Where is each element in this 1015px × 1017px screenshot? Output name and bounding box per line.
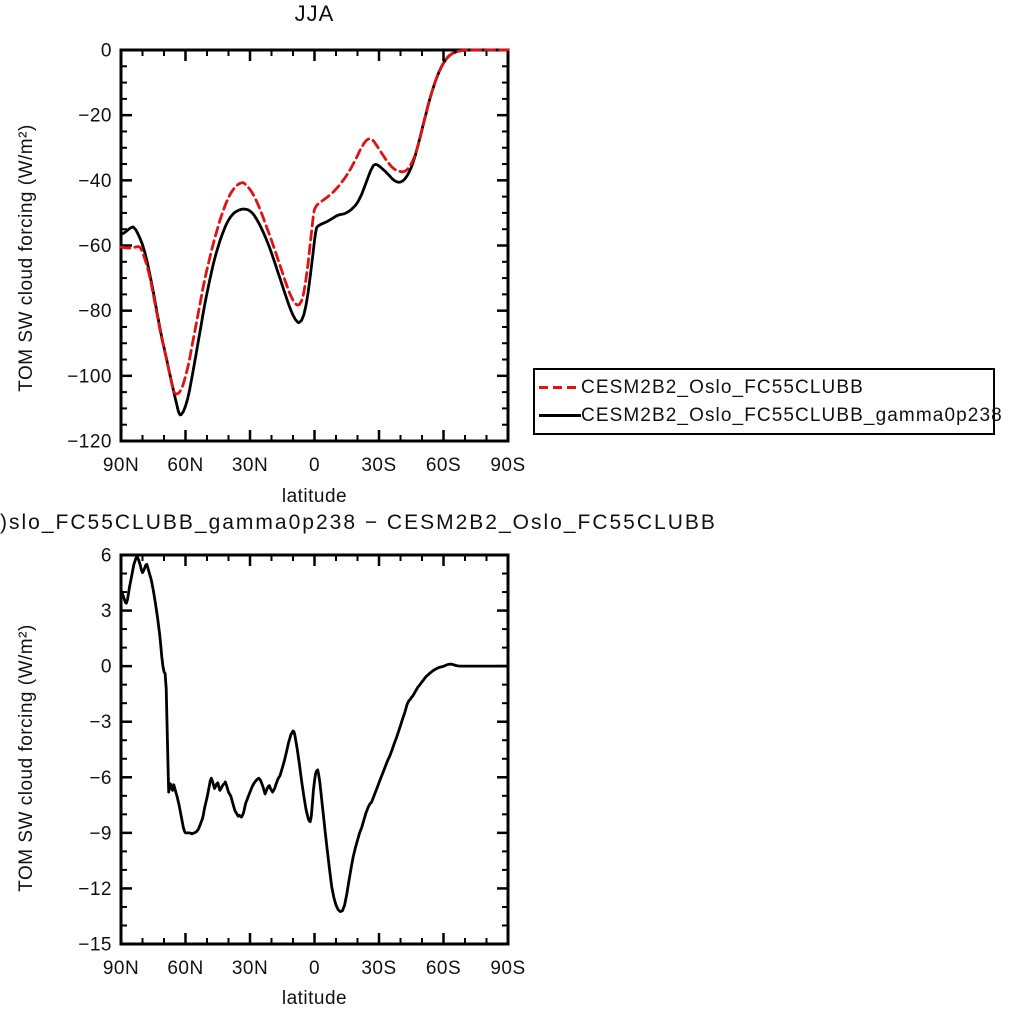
x-tick-label: 60S [426,958,461,979]
y-tick-label: −80 [78,301,112,322]
y-tick-label: −3 [89,712,112,733]
y-tick-label: 0 [101,657,112,678]
series-line [119,48,510,417]
bottom-chart-plot: 90N 60N 30N 0 30S 60S 90S 6 3 0 −3 −6 −9 −12 −15 [78,546,525,980]
y-tick-label: −12 [78,879,112,900]
top-x-axis-label: latitude [281,486,348,507]
legend-box: CESM2B2_Oslo_FC55CLUBB CESM2B2_Oslo_FC55… [533,368,1002,435]
x-tick-label: 90N [103,958,139,979]
x-tick-label: 60N [167,958,203,979]
series-line [119,555,510,913]
legend-label: CESM2B2_Oslo_FC55CLUBB [581,377,864,399]
top-chart-plot: 90N 60N 30N 0 30S 60S 90S 0 −20 −40 −60 −80 −100 −120 [67,41,525,477]
x-tick-label: 60N [167,455,203,476]
x-tick-label: 0 [309,455,320,476]
x-tick-label: 60S [426,455,461,476]
y-tick-label: −100 [67,366,112,387]
y-tick-label: −40 [78,171,112,192]
y-tick-label: −20 [78,106,112,127]
x-tick-label: 90S [490,455,525,476]
x-tick-label: 90N [103,455,139,476]
series-line [119,48,510,396]
top-chart-title: JJA [294,1,335,26]
x-tick-label: 90S [490,958,525,979]
y-tick-label: −60 [78,236,112,257]
y-tick-label: −6 [89,768,112,789]
legend-solid-line-sample [539,413,581,417]
legend-entry-solid: CESM2B2_Oslo_FC55CLUBB_gamma0p238 [539,406,1002,425]
x-tick-label: 0 [309,958,320,979]
x-tick-label: 30S [361,455,396,476]
y-tick-label: −15 [78,935,112,956]
legend-label: CESM2B2_Oslo_FC55CLUBB_gamma0p238 [581,404,1003,426]
bottom-chart-title: )slo_FC55CLUBB_gamma0p238 − CESM2B2_Oslo… [0,511,717,534]
axis-frame [119,553,510,946]
legend-entry-dashed: CESM2B2_Oslo_FC55CLUBB [539,378,993,397]
y-tick-label: 3 [101,601,112,622]
x-tick-label: 30S [361,958,396,979]
y-tick-label: 0 [101,41,112,62]
x-tick-label: 30N [232,455,268,476]
y-tick-label: 6 [101,546,112,567]
bottom-x-axis-label: latitude [281,988,348,1009]
y-tick-label: −9 [89,823,112,844]
x-tick-label: 30N [232,958,268,979]
legend-dashed-line-sample [539,386,581,390]
y-tick-label: −120 [67,432,112,453]
